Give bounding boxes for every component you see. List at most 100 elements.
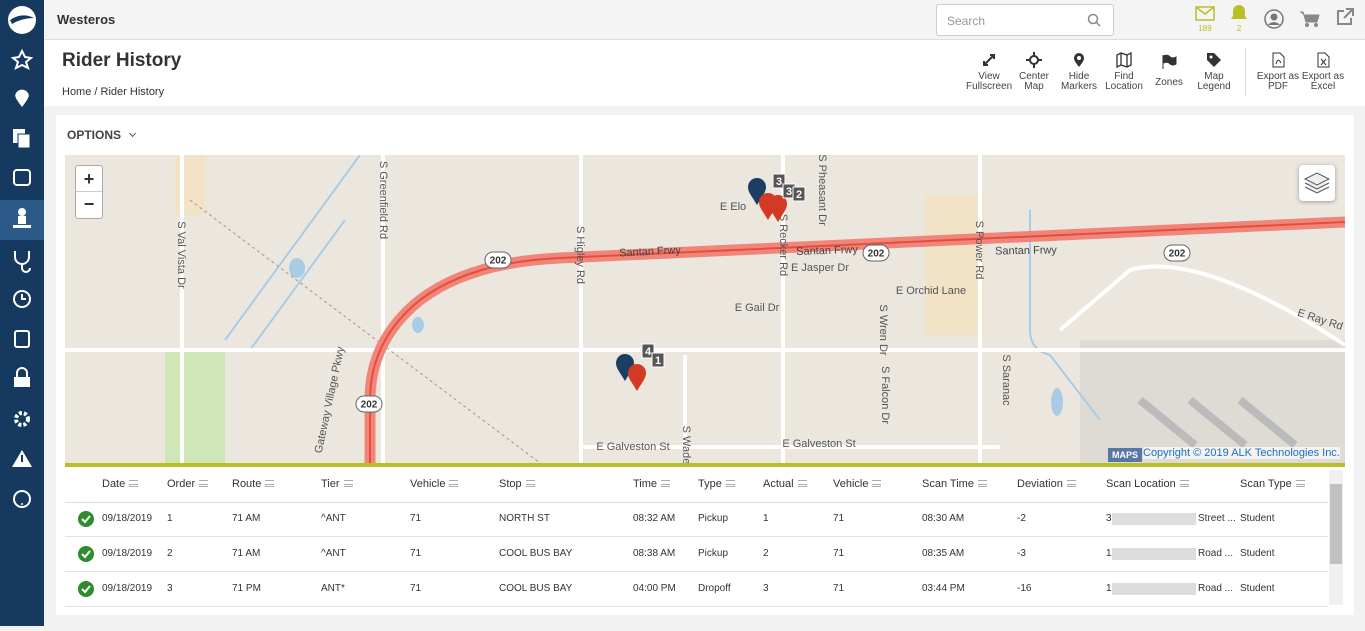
cell: 08:32 AM [633,513,676,524]
cell: Pickup [698,548,729,559]
column-header-label: Tier [321,478,340,490]
row-divider [65,536,1328,537]
street-label: S Saranac [1000,354,1012,406]
cell: Student [1240,513,1275,524]
cell: 09/18/2019 [102,583,153,594]
scroll-thumb[interactable] [1330,484,1342,564]
sort-icon [129,480,139,487]
toolbar-button[interactable]: Export as Excel [1300,52,1346,92]
cell: 09/18/2019 [102,548,153,559]
map-marker[interactable] [628,364,646,391]
toolbar-button[interactable]: Find Location [1101,52,1147,92]
column-header[interactable]: Type [698,478,735,490]
cell: NORTH ST [499,513,550,524]
toolbar-button[interactable]: Center Map [1011,52,1057,92]
marker-count: 4 [645,346,652,358]
column-header[interactable]: Vehicle [410,478,459,490]
cell: ANT* [321,583,345,594]
column-header[interactable]: Vehicle [833,478,882,490]
toolbar-button[interactable]: Export as PDF [1255,52,1301,92]
toolbar-label: Find Location [1105,71,1143,92]
route-shield-label: 202 [361,400,378,411]
column-header[interactable]: Scan Location [1106,478,1189,490]
toolbar-icon [1317,52,1330,68]
cell: 08:30 AM [922,513,965,524]
column-header[interactable]: Time [633,478,671,490]
cart-icon[interactable] [1299,10,1321,28]
toolbar-label: Map Legend [1197,71,1231,92]
cell: ^ANT [321,513,346,524]
toolbar-button[interactable]: Map Legend [1191,52,1237,92]
cell: 3 [1106,513,1112,524]
cell: Road ... [1198,548,1234,559]
cell: 71 [833,513,845,524]
map-marker[interactable] [748,178,766,205]
column-header[interactable]: Route [232,478,275,490]
cell: Road ... [1198,583,1234,594]
street-label: S Greenfield Rd [377,161,389,239]
marker-count-box [651,352,665,368]
external-link-icon[interactable] [1335,7,1355,27]
marker-count: 3 [786,186,792,198]
sort-icon [1066,480,1076,487]
street-label: S Recker Rd [777,214,789,276]
street-label: S Wren Dr [877,304,889,355]
status-check [78,546,94,562]
cell: -3 [1017,548,1026,559]
alerts-icon[interactable] [1230,4,1248,22]
options-toggle[interactable]: OPTIONS [67,128,137,142]
layers-button[interactable] [1299,165,1335,201]
messages-icon[interactable] [1195,6,1215,22]
sort-icon [797,480,807,487]
cell: 71 AM [232,548,261,559]
cell: 1 [167,513,173,524]
route-shield [1163,244,1191,262]
column-header[interactable]: Date [102,478,139,490]
toolbar-icon [1074,53,1084,67]
route-shield [355,395,383,413]
cell: 2 [763,548,769,559]
cell: 1 [763,513,769,524]
column-header[interactable]: Order [167,478,209,490]
column-header-label: Scan Time [922,478,974,490]
options-label: OPTIONS [67,128,122,142]
toolbar-icon [1272,52,1285,68]
sort-icon [525,480,535,487]
street-label: S Val Vista Dr [175,221,187,289]
cell: ^ANT [321,548,346,559]
toolbar-button[interactable]: Hide Markers [1056,52,1102,92]
sort-icon [725,480,735,487]
column-header[interactable]: Scan Time [922,478,987,490]
map-marker[interactable] [616,354,634,381]
cell: 1 [1106,548,1112,559]
breadcrumb-link[interactable]: Home [62,86,92,98]
messages-count: 189 [1198,24,1212,33]
cell: Student [1240,583,1275,594]
zoom-in[interactable]: + [76,166,102,192]
cell: Pickup [698,513,729,524]
column-header[interactable]: Stop [499,478,535,490]
street-label: E Galveston St [782,438,855,450]
map-marker[interactable] [769,195,787,222]
row-divider [65,571,1328,572]
column-header-label: Type [698,478,722,490]
toolbar-button[interactable]: View Fullscreen [966,52,1012,92]
search-box[interactable]: Search [936,4,1114,36]
column-header[interactable]: Tier [321,478,353,490]
sort-icon [343,480,353,487]
toolbar-button[interactable]: Zones [1146,54,1192,88]
street-label: S Wade [680,426,692,463]
scrollbar[interactable] [1329,470,1343,605]
street-label: S Higley Rd [574,226,586,284]
top-bar: Westeros Search 189 2 [44,0,1365,40]
route-shield [862,244,890,262]
column-header-label: Date [102,478,126,490]
breadcrumb: Home / Rider History [62,86,164,98]
user-icon[interactable] [1264,9,1284,29]
zoom-out[interactable]: − [83,194,95,214]
column-header[interactable]: Scan Type [1240,478,1305,490]
marker-count-box [772,173,786,189]
column-header[interactable]: Deviation [1017,478,1076,490]
column-header[interactable]: Actual [763,478,807,490]
